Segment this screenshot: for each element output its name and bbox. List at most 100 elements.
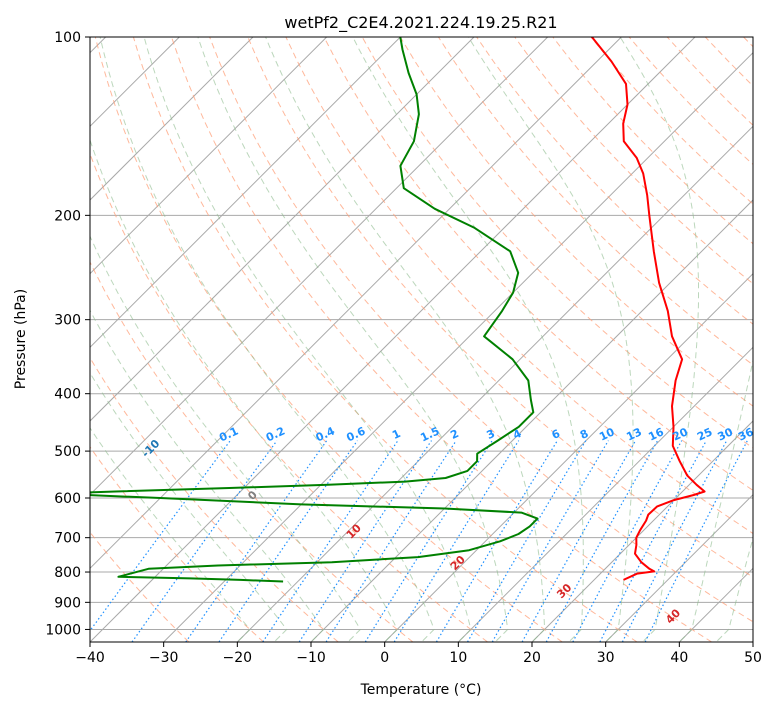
mixing-ratio-line — [644, 440, 748, 642]
isotherm — [90, 37, 328, 275]
dry-adiabat — [323, 37, 753, 491]
mixing-ratio-label: 0.1 — [217, 424, 240, 444]
y-tick-label: 700 — [54, 531, 81, 547]
dry-adiabat — [476, 37, 753, 325]
y-tick-label: 1000 — [45, 622, 81, 638]
mixing-ratio-label: 1 — [390, 427, 402, 442]
moist-adiabat — [352, 37, 584, 642]
y-tick-label: 900 — [54, 595, 81, 611]
moist-adiabat — [90, 138, 398, 642]
y-tick-label: 800 — [54, 565, 81, 581]
isotherm — [163, 51, 753, 642]
isotherm — [678, 567, 753, 642]
mixing-ratio-label: 6 — [550, 427, 563, 442]
dry-adiabat — [285, 37, 753, 535]
mixing-ratio-label: 36 — [736, 425, 756, 443]
isotherm — [90, 37, 696, 642]
isotherm — [457, 346, 753, 642]
mixing-ratio-line — [262, 440, 399, 642]
mixing-ratio-label: 8 — [578, 427, 590, 442]
x-tick-label: 10 — [449, 650, 467, 666]
y-tick-label: 300 — [54, 313, 81, 329]
moist-adiabat — [90, 235, 362, 642]
mixing-ratio-line — [466, 440, 587, 642]
dry-adiabat — [590, 37, 753, 205]
dry-adiabat — [171, 37, 712, 642]
mixing-ratio-line — [521, 440, 637, 642]
dry-adiabat — [132, 37, 638, 642]
y-tick-label: 100 — [54, 30, 81, 46]
plot-frame — [89, 36, 754, 643]
moist-adiabat — [99, 37, 435, 642]
dry-adiabat — [90, 152, 488, 642]
isotherm — [752, 641, 753, 642]
moist-adiabat — [265, 37, 546, 642]
mixing-ratio-line — [325, 440, 457, 642]
x-tick-label: −20 — [223, 650, 253, 666]
dry-adiabat — [94, 37, 563, 642]
dry-adiabat — [666, 37, 753, 126]
moist-adiabat — [143, 37, 472, 642]
line-labels: 0.1 0.2 0.4 0.6 1 1.5 2 3 4 6 8 10 13 16 20 25 30 36-1001… — [139, 424, 756, 626]
y-tick-label: 600 — [54, 491, 81, 507]
mixing-ratio-line — [393, 440, 520, 642]
isotherm — [90, 37, 401, 349]
x-tick-label: 0 — [380, 650, 389, 666]
dry-adiabat-label: 30 — [554, 581, 574, 601]
x-tick-label: −40 — [75, 650, 105, 666]
mixing-ratio-line — [435, 440, 558, 642]
chart-title: wetPf2_C2E4.2021.224.19.25.R21 — [284, 13, 557, 33]
mixing-ratio-line — [572, 440, 683, 642]
mixing-ratio-line — [90, 440, 231, 632]
mixing-ratio-label: 0.4 — [314, 424, 337, 444]
dry-adiabat-label: 40 — [663, 606, 683, 626]
dewpoint-line — [90, 37, 539, 583]
dry-adiabat-label: 20 — [448, 553, 468, 573]
mixing-ratio-label: 13 — [624, 425, 643, 443]
dry-adiabat — [90, 356, 339, 642]
x-axis-label: Temperature (°C) — [360, 682, 482, 698]
x-tick-label: −30 — [149, 650, 179, 666]
x-tick-label: 40 — [670, 650, 688, 666]
y-tick-label: 400 — [54, 387, 81, 403]
mixing-ratio-label: 25 — [695, 425, 714, 443]
moist-adiabat — [90, 427, 251, 642]
temperature-line — [591, 37, 706, 581]
axes: −40 −30 −20 −10 0 10 20 30 40 5010020030040050060… — [45, 30, 762, 666]
x-tick-label: 50 — [744, 650, 762, 666]
mixing-ratio-line — [364, 440, 493, 642]
y-tick-label: 200 — [54, 208, 81, 224]
y-tick-label: 500 — [54, 444, 81, 460]
mixing-ratio-label: 0.2 — [264, 424, 287, 444]
moist-adiabat — [715, 536, 753, 642]
mixing-ratio-label: 20 — [671, 425, 691, 443]
dry-adiabat-label: 0 — [245, 488, 260, 503]
mixing-ratio-label: 10 — [597, 425, 617, 443]
mixing-ratio-line — [599, 440, 707, 642]
moist-adiabat — [619, 37, 699, 642]
background-grid — [90, 37, 753, 642]
mixing-ratio-line — [545, 440, 659, 642]
dry-adiabat — [514, 37, 753, 285]
x-tick-label: 30 — [597, 650, 615, 666]
dry-adiabat — [209, 37, 753, 623]
dry-adiabat — [247, 37, 753, 578]
isotherm — [384, 272, 753, 642]
mixing-ratio-label: 2 — [448, 427, 460, 442]
profile-lines — [90, 37, 706, 583]
dry-adiabat — [90, 260, 414, 642]
isotherm — [90, 37, 475, 422]
isotherm — [90, 37, 622, 570]
dry-adiabat — [90, 446, 264, 642]
moist-adiabat — [90, 371, 288, 642]
dry-adiabat — [743, 37, 753, 48]
isotherm — [90, 37, 549, 496]
mixing-ratio-label: 16 — [646, 425, 666, 443]
isotherm — [605, 493, 753, 642]
moist-adiabat — [678, 358, 753, 642]
moist-adiabat — [467, 37, 634, 642]
mixing-ratio-line — [218, 440, 358, 642]
isotherm — [531, 420, 753, 642]
dry-adiabat — [552, 37, 753, 245]
